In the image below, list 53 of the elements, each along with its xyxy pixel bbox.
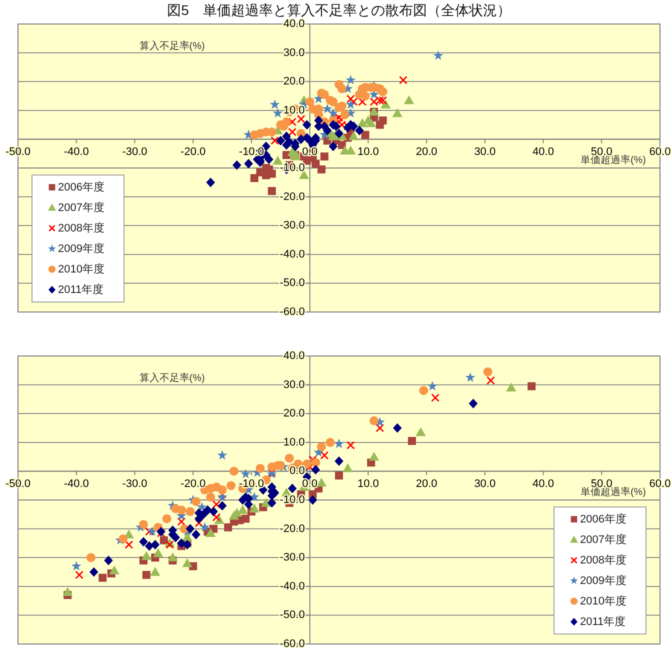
x-tick-label: 60.0 bbox=[649, 146, 671, 158]
x-tick-label: 60.0 bbox=[649, 478, 671, 490]
legend-label: 2011年度 bbox=[580, 614, 626, 628]
y-tick-label: 30.0 bbox=[283, 378, 305, 391]
x-tick-label: 20.0 bbox=[416, 478, 438, 490]
x-tick-label: -10.0 bbox=[238, 478, 264, 490]
x-tick-label: 10.0 bbox=[357, 478, 379, 490]
legend-label: 2010年度 bbox=[58, 262, 104, 276]
legend-label: 2010年度 bbox=[580, 594, 626, 608]
x-tick-label: 30.0 bbox=[474, 478, 496, 490]
y-tick-label: -50.0 bbox=[280, 277, 305, 290]
y-axis-title: 算入不足率(%) bbox=[139, 40, 205, 52]
y-tick-label: -40.0 bbox=[280, 248, 305, 260]
x-tick-label: -40.0 bbox=[64, 146, 89, 158]
legend-label: 2009年度 bbox=[58, 242, 104, 255]
y-tick-label: 40.0 bbox=[283, 350, 305, 362]
legend-label: 2008年度 bbox=[58, 221, 104, 234]
x-tick-label: -40.0 bbox=[64, 478, 89, 490]
y-tick-label: -60.0 bbox=[280, 306, 305, 318]
y-tick-label: -60.0 bbox=[280, 638, 305, 650]
legend-label: 2011年度 bbox=[58, 282, 104, 296]
y-tick-label: -50.0 bbox=[280, 609, 305, 622]
x-tick-label: -20.0 bbox=[180, 478, 206, 490]
chart-title: 図5 単価超過率と算入不足率との散布図（全体状況） bbox=[167, 2, 511, 18]
legend-label: 2007年度 bbox=[580, 532, 626, 546]
x-tick-label: 10.0 bbox=[357, 146, 379, 158]
x-tick-label: 40.0 bbox=[532, 146, 554, 158]
x-tick-label: 20.0 bbox=[416, 146, 438, 158]
y-tick-label: -30.0 bbox=[280, 220, 305, 232]
y-tick-label: 20.0 bbox=[283, 76, 305, 88]
y-tick-label: -30.0 bbox=[280, 552, 305, 564]
y-tick-label: 0.0 bbox=[290, 465, 305, 478]
y-tick-label: 10.0 bbox=[283, 104, 305, 116]
y-axis-title: 算入不足率(%) bbox=[139, 372, 205, 384]
y-tick-label: -20.0 bbox=[280, 522, 305, 535]
y-tick-label: 40.0 bbox=[283, 18, 305, 30]
y-tick-label: -40.0 bbox=[280, 580, 305, 592]
y-tick-label: 30.0 bbox=[283, 46, 305, 59]
legend-label: 2009年度 bbox=[580, 574, 626, 587]
legend-label: 2008年度 bbox=[580, 553, 626, 566]
x-tick-label: -50.0 bbox=[5, 146, 31, 158]
x-tick-label: -30.0 bbox=[122, 478, 148, 490]
y-tick-label: -20.0 bbox=[280, 190, 305, 203]
y-tick-label: 10.0 bbox=[283, 436, 305, 448]
x-tick-label: -50.0 bbox=[5, 478, 31, 490]
x-tick-label: -30.0 bbox=[122, 146, 148, 158]
x-tick-label: 30.0 bbox=[474, 146, 496, 158]
legend-label: 2006年度 bbox=[58, 180, 104, 194]
legend-label: 2006年度 bbox=[580, 512, 626, 526]
x-tick-label: -20.0 bbox=[180, 146, 206, 158]
legend-label: 2007年度 bbox=[58, 200, 104, 214]
x-tick-label: 40.0 bbox=[532, 478, 554, 490]
y-tick-label: 20.0 bbox=[283, 408, 305, 420]
